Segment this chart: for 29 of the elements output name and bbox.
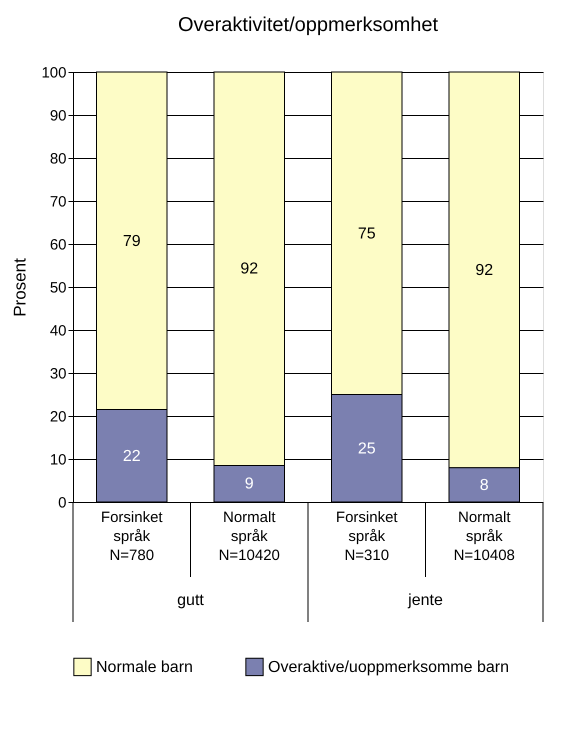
y-tick-label: 90 [50,108,66,124]
y-tick-label: 50 [50,280,66,296]
y-tick-label: 70 [50,194,66,210]
data-label: 92 [475,262,494,279]
text: gutt [177,592,204,609]
legend-label: Normale barn [96,658,193,676]
legend-label: Overaktive/uoppmerksomme barn [268,658,509,676]
y-tick-label: 10 [50,452,66,468]
y-tick-label: 60 [50,236,66,254]
x-tick-label: Normalt språk N=10408 [454,509,515,564]
x-tick-label: Forsinket språk N=310 [336,509,398,564]
y-tick-label: 100 [41,64,66,82]
text: jente [407,592,443,609]
y-tick-label: 20 [50,408,66,426]
y-tick-label: 0 [58,494,66,512]
y-tick-label: 80 [50,150,66,168]
chart-title: Overaktivitet/oppmerksomhet [178,14,438,36]
data-label: 79 [122,232,141,250]
y-tick-label: 30 [50,366,66,382]
data-label: 75 [358,225,376,242]
data-label: 92 [240,260,258,278]
x-tick-label: Normalt språk N=10420 [218,509,280,564]
y-axis-title: Prosent [10,258,30,317]
y-tick-label: 40 [50,322,66,340]
x-tick-label: Forsinket språk N=780 [100,509,164,564]
data-label: 8 [480,476,489,494]
data-label: 25 [358,440,376,458]
data-label: 9 [244,476,254,493]
data-label: 22 [122,448,141,465]
